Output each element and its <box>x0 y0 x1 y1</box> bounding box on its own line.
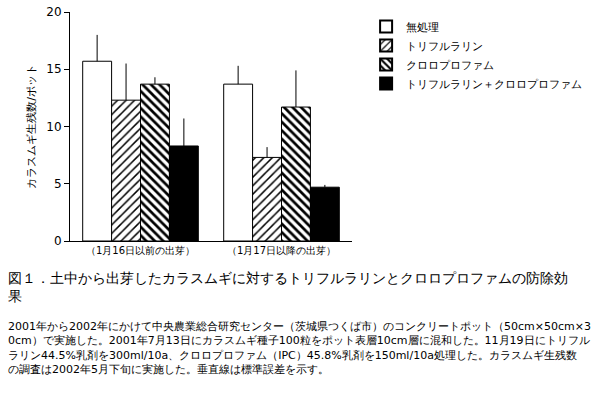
svg-text:図１．土中から出芽したカラスムギに対するトリフルラリンとクロ: 図１．土中から出芽したカラスムギに対するトリフルラリンとクロロプロファムの防除効… <box>8 270 568 304</box>
svg-text:15: 15 <box>46 62 61 76</box>
svg-text:2001年から2002年にかけて中央農業総合研究センター（茨: 2001年から2002年にかけて中央農業総合研究センター（茨城県つくば市）のコン… <box>8 320 591 376</box>
svg-text:（1月17日以降の出芽）: （1月17日以降の出芽） <box>227 245 336 256</box>
svg-text:無処理: 無処理 <box>406 21 439 34</box>
svg-text:0: 0 <box>54 234 62 248</box>
svg-text:トリフルラリン＋クロロプロファム: トリフルラリン＋クロロプロファム <box>406 78 582 91</box>
svg-text:（1月16日以前の出芽）: （1月16日以前の出芽） <box>86 245 195 256</box>
svg-text:トリフルラリン: トリフルラリン <box>406 40 483 53</box>
svg-text:20: 20 <box>46 5 61 19</box>
svg-text:10: 10 <box>46 120 61 134</box>
svg-text:カラスムギ生残数/ポット: カラスムギ生残数/ポット <box>25 64 38 189</box>
svg-text:5: 5 <box>54 177 62 191</box>
svg-text:クロロプロファム: クロロプロファム <box>406 59 494 72</box>
